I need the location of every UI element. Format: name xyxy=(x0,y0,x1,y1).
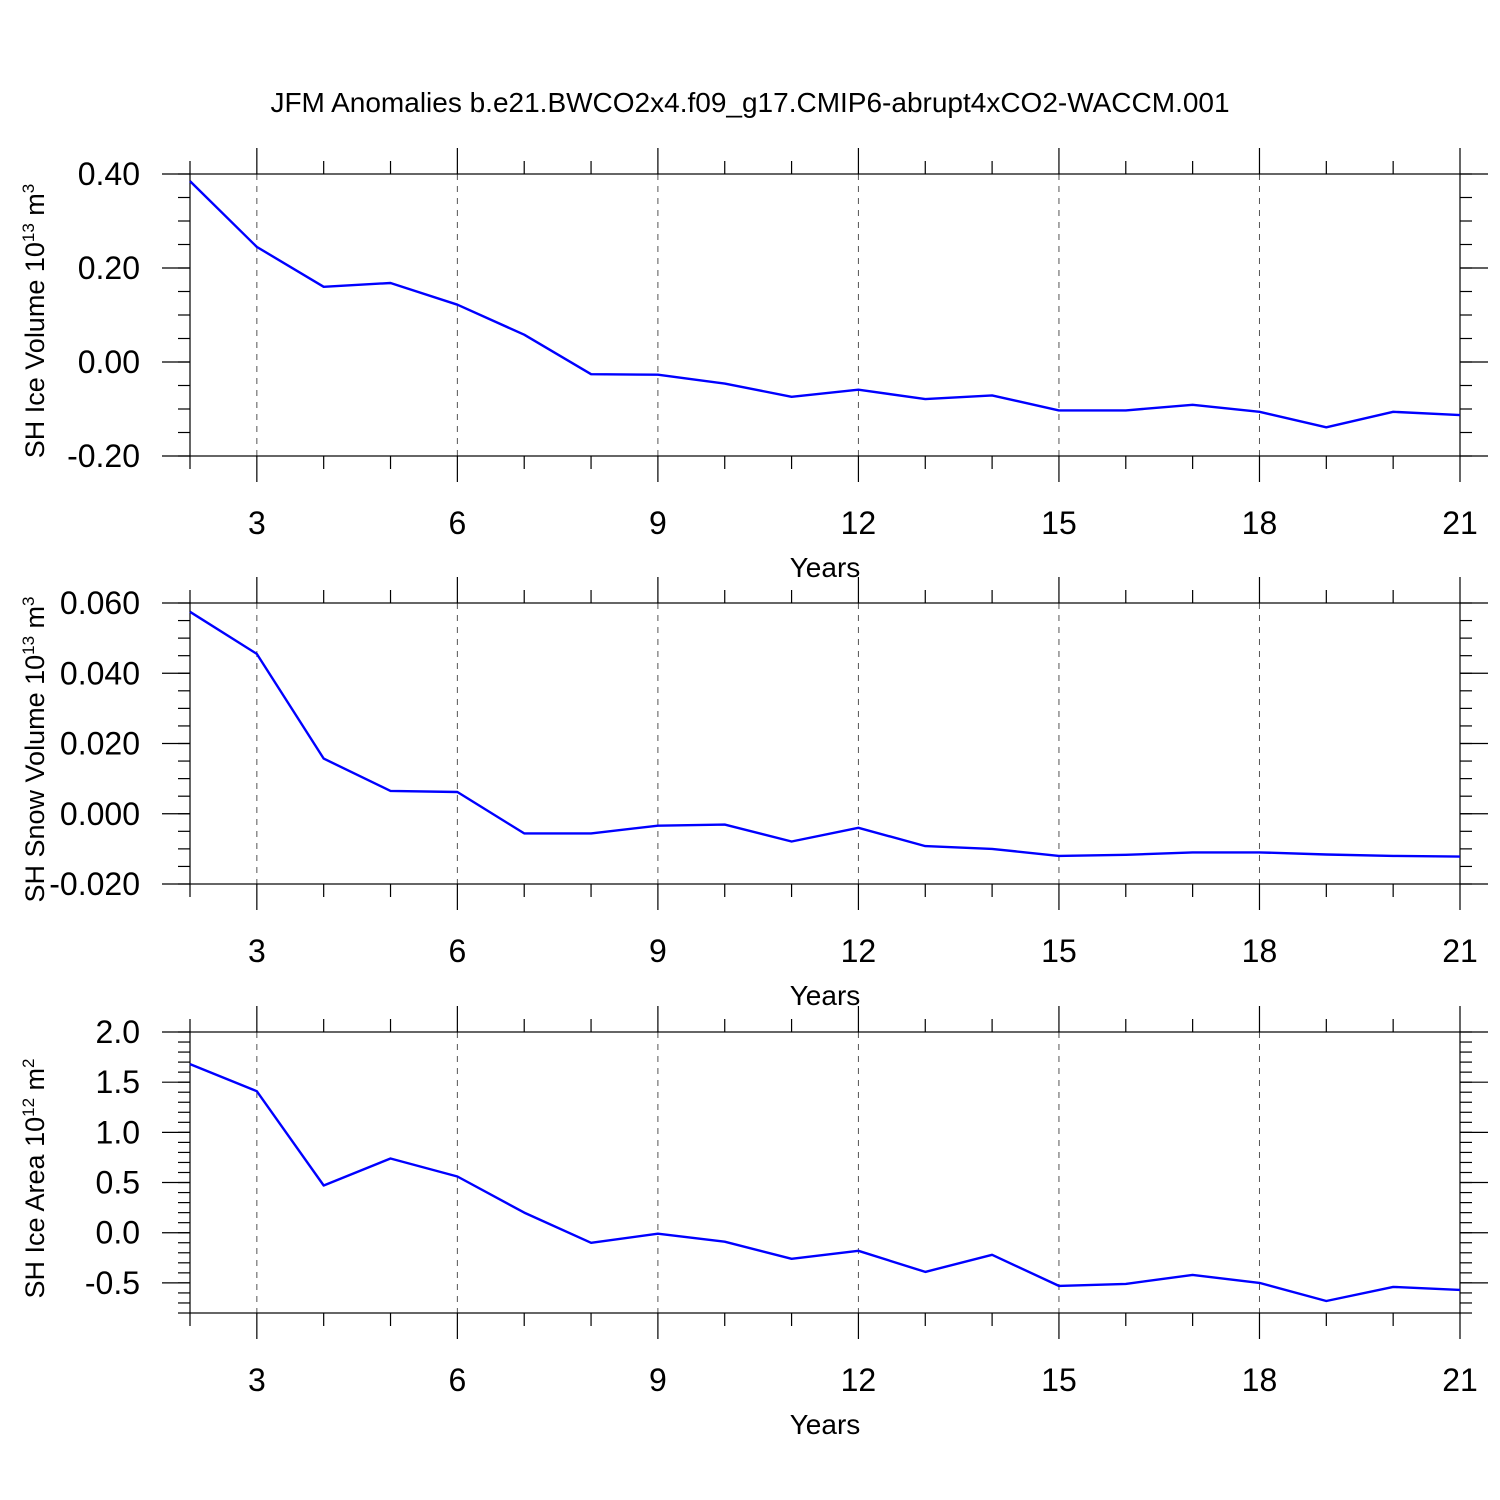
y-tick-label: -0.5 xyxy=(85,1265,140,1301)
x-tick-label: 9 xyxy=(649,505,667,541)
x-tick-label: 9 xyxy=(649,1362,667,1398)
x-tick-label: 9 xyxy=(649,933,667,969)
y-tick-label: -0.20 xyxy=(67,438,140,474)
y-tick-label: 0.060 xyxy=(60,585,140,621)
y-axis-label: SH Ice Volume 1013 m3 xyxy=(19,184,50,459)
x-tick-label: 21 xyxy=(1442,933,1478,969)
x-tick-label: 3 xyxy=(248,933,266,969)
chart-panel-3: 3 6 9 12 15 18 21 Years -0.5 0.0 0.5 1.0 1.5 2.0 SH Ic… xyxy=(19,1006,1488,1440)
y-axis-label: SH Snow Volume 1013 m3 xyxy=(19,596,50,902)
y-tick-label: 0.00 xyxy=(78,344,140,380)
series-line xyxy=(189,180,1461,429)
y-tick-label: 0.0 xyxy=(96,1215,140,1251)
x-tick-label: 18 xyxy=(1242,505,1278,541)
y-tick-label: 0.040 xyxy=(60,655,140,691)
x-tick-label: 15 xyxy=(1041,933,1077,969)
plot-frame xyxy=(189,602,1461,885)
x-axis-label: Years xyxy=(790,980,861,1011)
x-tick-label: 18 xyxy=(1242,933,1278,969)
series-line xyxy=(189,1062,1461,1303)
x-axis-label: Years xyxy=(790,552,861,583)
x-tick-label: 21 xyxy=(1442,1362,1478,1398)
x-tick-label: 12 xyxy=(841,933,877,969)
y-tick-label: 0.020 xyxy=(60,726,140,762)
x-axis-label: Years xyxy=(790,1409,861,1440)
x-tick-label: 18 xyxy=(1242,1362,1278,1398)
y-tick-label: 0.5 xyxy=(96,1165,140,1201)
chart-panel-1: 3 6 9 12 15 18 21 Years -0.20 0.00 0.20 0.40 SH Ice … xyxy=(19,148,1488,583)
y-tick-label: -0.020 xyxy=(49,866,140,902)
x-tick-label: 15 xyxy=(1041,1362,1077,1398)
x-tick-label: 6 xyxy=(448,1362,466,1398)
series-line xyxy=(189,610,1461,858)
x-tick-label: 21 xyxy=(1442,505,1478,541)
y-tick-label: 1.5 xyxy=(96,1064,140,1100)
y-tick-label: 0.40 xyxy=(78,156,140,192)
y-axis-label: SH Ice Area 1012 m2 xyxy=(19,1059,50,1299)
plot-frame xyxy=(189,1031,1461,1314)
y-tick-label: 0.20 xyxy=(78,250,140,286)
x-tick-label: 12 xyxy=(841,505,877,541)
x-tick-label: 6 xyxy=(448,505,466,541)
x-tick-label: 15 xyxy=(1041,505,1077,541)
y-tick-label: 0.000 xyxy=(60,796,140,832)
chart-panel-2: 3 6 9 12 15 18 21 Years -0.020 0.000 0.020 0.040 0.0… xyxy=(19,577,1488,1011)
x-tick-label: 3 xyxy=(248,1362,266,1398)
y-tick-label: 1.0 xyxy=(96,1114,140,1150)
figure-title: JFM Anomalies b.e21.BWCO2x4.f09_g17.CMIP… xyxy=(270,87,1229,118)
y-tick-label: 2.0 xyxy=(96,1014,140,1050)
x-tick-label: 6 xyxy=(448,933,466,969)
x-tick-label: 12 xyxy=(841,1362,877,1398)
x-tick-label: 3 xyxy=(248,505,266,541)
